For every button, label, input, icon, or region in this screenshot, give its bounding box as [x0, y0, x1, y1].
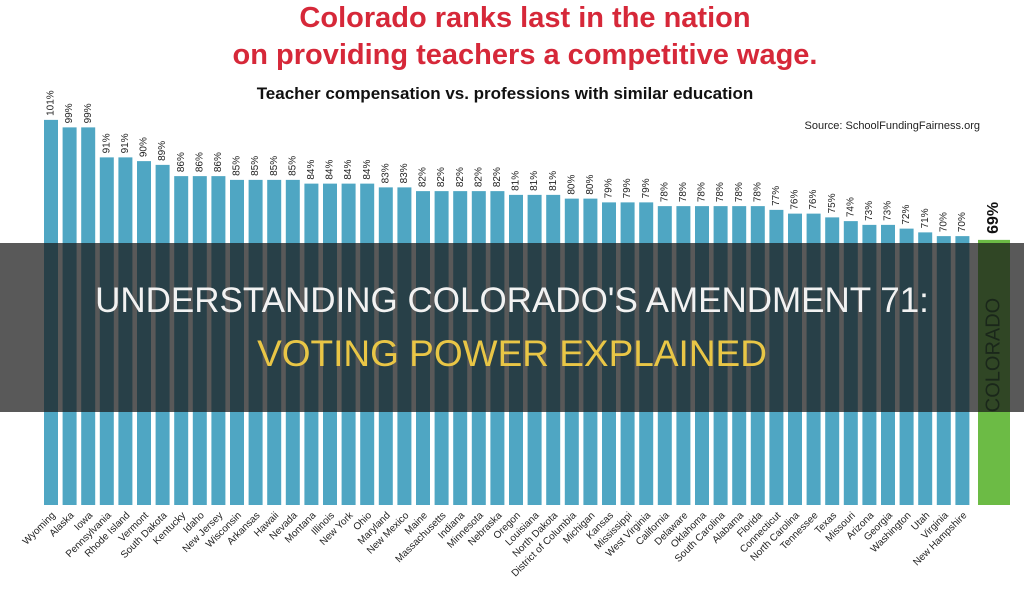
value-label: 78% [678, 182, 689, 202]
chart-title: on providing teachers a competitive wage… [233, 39, 818, 71]
value-label: 82% [473, 167, 484, 187]
value-label: 101% [46, 90, 57, 116]
banner [0, 243, 1024, 412]
value-label: 85% [269, 156, 280, 176]
value-label: 70% [938, 212, 949, 232]
value-label: 99% [83, 103, 94, 123]
value-label: 83% [380, 163, 391, 183]
value-label: 85% [250, 156, 261, 176]
value-label: 72% [901, 205, 912, 225]
value-label: 79% [604, 178, 615, 198]
value-label: 83% [399, 163, 410, 183]
value-label: 73% [864, 201, 875, 221]
value-label: 82% [492, 167, 503, 187]
value-label: 81% [511, 171, 522, 191]
chart-title: Colorado ranks last in the nation [299, 2, 750, 34]
value-label: 73% [883, 201, 894, 221]
value-label: 79% [622, 178, 633, 198]
value-label: 80% [585, 175, 596, 195]
chart-subtitle: Teacher compensation vs. professions wit… [257, 84, 754, 103]
value-label: 84% [343, 160, 354, 180]
value-label: 81% [548, 171, 559, 191]
value-label: 99% [64, 103, 75, 123]
value-label: 91% [120, 133, 131, 153]
value-label: 91% [101, 133, 112, 153]
value-label: 85% [232, 156, 243, 176]
banner-subtitle: VOTING POWER EXPLAINED [257, 333, 767, 374]
value-label: 78% [752, 182, 763, 202]
value-label: 84% [362, 160, 373, 180]
value-label: 82% [418, 167, 429, 187]
value-label: 86% [176, 152, 187, 172]
value-label: 89% [157, 141, 168, 161]
value-label: 71% [920, 208, 931, 228]
value-label: 74% [845, 197, 856, 217]
banner-title: UNDERSTANDING COLORADO'S AMENDMENT 71: [95, 281, 929, 320]
value-label: 78% [697, 182, 708, 202]
value-label: 69% [985, 202, 1002, 234]
value-label: 90% [139, 137, 150, 157]
value-label: 76% [790, 190, 801, 210]
value-label: 82% [436, 167, 447, 187]
value-label: 77% [771, 186, 782, 206]
value-label: 80% [566, 175, 577, 195]
value-label: 78% [715, 182, 726, 202]
value-label: 82% [455, 167, 466, 187]
value-label: 84% [325, 160, 336, 180]
value-label: 86% [194, 152, 205, 172]
value-label: 78% [659, 182, 670, 202]
value-label: 75% [827, 193, 838, 213]
value-label: 70% [957, 212, 968, 232]
value-label: 78% [734, 182, 745, 202]
value-label: 86% [213, 152, 224, 172]
value-label: 79% [641, 178, 652, 198]
value-label: 81% [529, 171, 540, 191]
value-label: 85% [287, 156, 298, 176]
value-label: 76% [808, 190, 819, 210]
source: Source: SchoolFundingFairness.org [805, 120, 980, 132]
value-label: 84% [306, 160, 317, 180]
